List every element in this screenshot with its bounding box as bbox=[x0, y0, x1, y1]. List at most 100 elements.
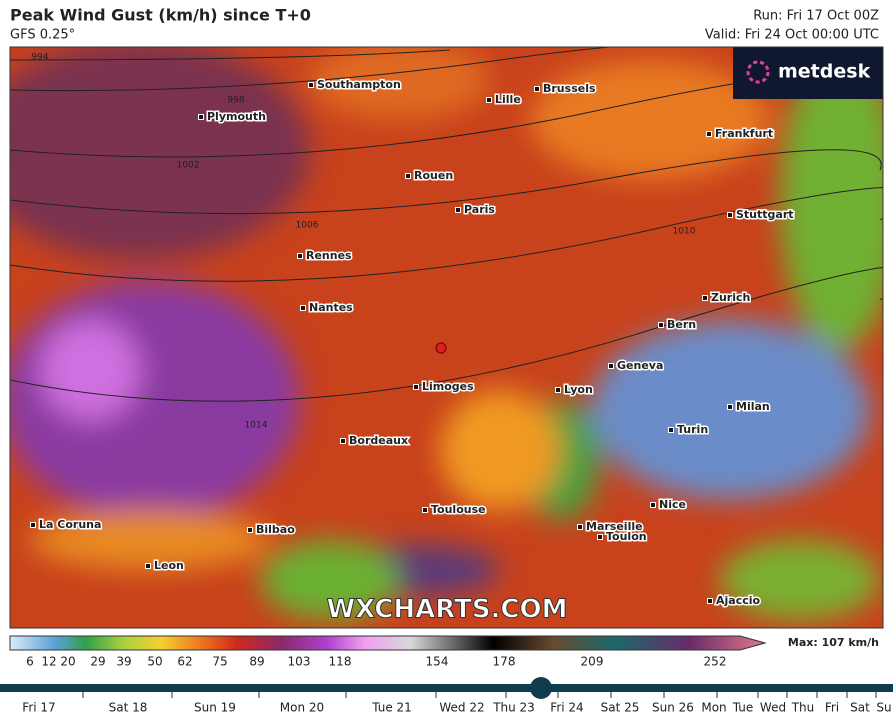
isobar-label: 1002 bbox=[177, 161, 200, 171]
colorbar-tick-label: 103 bbox=[288, 655, 311, 669]
colorbar-tick-label: 39 bbox=[116, 655, 131, 669]
colorbar bbox=[9, 635, 767, 651]
city-label: Bilbao bbox=[256, 523, 295, 536]
isobar-label: 1010 bbox=[673, 227, 696, 237]
city-label: Leon bbox=[154, 559, 184, 572]
city-dot bbox=[650, 502, 656, 508]
colorbar-tick-label: 252 bbox=[704, 655, 727, 669]
timeline-label[interactable]: Sat 25 bbox=[601, 701, 640, 715]
city-label: Frankfurt bbox=[715, 127, 773, 140]
colorbar-tick-label: 6 bbox=[26, 655, 34, 669]
logo-icon bbox=[746, 60, 770, 84]
city-dot bbox=[145, 563, 151, 569]
timeline-label[interactable]: Mon 20 bbox=[280, 701, 324, 715]
city-dot bbox=[706, 131, 712, 137]
map-frame bbox=[9, 46, 884, 629]
isobar-labels: 994 998 1002 1006 1010 1014 bbox=[31, 53, 695, 431]
city-label: Stuttgart bbox=[736, 208, 794, 221]
city-label: Milan bbox=[736, 400, 770, 413]
city-label: Nice bbox=[659, 498, 686, 511]
colorbar-tick-label: 20 bbox=[60, 655, 75, 669]
city-dot bbox=[668, 427, 674, 433]
city-dot bbox=[413, 384, 419, 390]
city-label: Paris bbox=[464, 203, 495, 216]
city-dot bbox=[405, 173, 411, 179]
timeline-label[interactable]: Wed 22 bbox=[439, 701, 484, 715]
timeline-label[interactable]: Su bbox=[876, 701, 891, 715]
city-dot bbox=[555, 387, 561, 393]
city-dot bbox=[534, 86, 540, 92]
timeline-label[interactable]: Thu 23 bbox=[492, 701, 535, 715]
city-dot bbox=[608, 363, 614, 369]
city-label: Plymouth bbox=[207, 110, 266, 123]
city-dot bbox=[422, 507, 428, 513]
city-label: Marseille bbox=[586, 520, 643, 533]
colorbar-tick-label: 89 bbox=[249, 655, 264, 669]
logo-box bbox=[733, 47, 883, 99]
isobar-label: 994 bbox=[31, 53, 48, 63]
city-label: Lyon bbox=[564, 383, 593, 396]
city-label: Southampton bbox=[317, 78, 401, 91]
timeline-label[interactable]: Mon bbox=[701, 701, 726, 715]
cities: Southampton Plymouth Lille Brussels Frankfur… bbox=[30, 77, 795, 609]
colorbar-tick-label: 178 bbox=[493, 655, 516, 669]
city-label: Toulon bbox=[606, 530, 647, 543]
colorbar-max: Max: 107 km/h bbox=[788, 636, 879, 649]
city-label: La Coruna bbox=[39, 518, 101, 531]
city-label: Nantes bbox=[309, 301, 353, 314]
logo: metdesk bbox=[778, 61, 871, 83]
timeline-label[interactable]: Fri bbox=[825, 701, 839, 715]
colorbar-tick-label: 62 bbox=[177, 655, 192, 669]
timeline-label[interactable]: Fri 24 bbox=[550, 701, 583, 715]
run: Run: Fri 17 Oct 00Z bbox=[753, 9, 879, 24]
city-label: Turin bbox=[677, 423, 708, 436]
timeline-handle[interactable] bbox=[530, 677, 552, 699]
timeline-label[interactable]: Tue 21 bbox=[371, 701, 412, 715]
timeline-bar[interactable] bbox=[0, 684, 893, 692]
city-dot bbox=[597, 534, 603, 540]
colorbar-tick-label: 75 bbox=[212, 655, 227, 669]
city-label: Geneva bbox=[617, 359, 663, 372]
city-label: Lille bbox=[495, 93, 521, 106]
city-label: Bern bbox=[667, 318, 696, 331]
city-dot bbox=[30, 522, 36, 528]
timeline-label[interactable]: Thu bbox=[791, 701, 815, 715]
colorbar-tick-label: 50 bbox=[147, 655, 162, 669]
timeline-label[interactable]: Tue bbox=[732, 701, 754, 715]
city-label: Toulouse bbox=[431, 503, 486, 516]
timeline-label[interactable]: Sun 26 bbox=[652, 701, 694, 715]
city-dot bbox=[707, 598, 713, 604]
city-dot bbox=[300, 305, 306, 311]
city-dot bbox=[247, 527, 253, 533]
wind-fields bbox=[10, 47, 883, 620]
city-dot bbox=[727, 404, 733, 410]
city-label: Bordeaux bbox=[349, 434, 408, 447]
city-dot bbox=[455, 207, 461, 213]
city-dot bbox=[198, 114, 204, 120]
isobar-label: 1014 bbox=[245, 421, 268, 431]
city-dot bbox=[486, 97, 492, 103]
city-label: Rouen bbox=[414, 169, 453, 182]
title: Peak Wind Gust (km/h) since T+0 bbox=[10, 6, 311, 25]
isobar-label: 998 bbox=[227, 96, 244, 106]
city-label: Zurich bbox=[711, 291, 750, 304]
colorbar-tick-label: 154 bbox=[426, 655, 449, 669]
city-dot bbox=[658, 322, 664, 328]
city-label: Limoges bbox=[422, 380, 474, 393]
timeline-label[interactable]: Sat bbox=[850, 701, 870, 715]
timeline-label[interactable]: Sat 18 bbox=[109, 701, 148, 715]
watermark: WXCHARTS.COM bbox=[326, 595, 567, 625]
city-dot bbox=[340, 438, 346, 444]
model: GFS 0.25° bbox=[10, 28, 75, 43]
timeline-label[interactable]: Sun 19 bbox=[194, 701, 236, 715]
valid: Valid: Fri 24 Oct 00:00 UTC bbox=[705, 28, 879, 43]
city-label: Rennes bbox=[306, 249, 352, 262]
city-dot bbox=[308, 82, 314, 88]
timeline: Fri 17 Sat 18 Sun 19 Mon 20 Tue 21 Wed 22 Thu … bbox=[22, 692, 892, 715]
timeline-label[interactable]: Fri 17 bbox=[22, 701, 55, 715]
map: metdesk WXCHARTS.COM Southampton Plymouth… bbox=[10, 47, 883, 628]
timeline-label[interactable]: Wed bbox=[760, 701, 786, 715]
city-dot bbox=[297, 253, 303, 259]
city-label: Brussels bbox=[543, 82, 596, 95]
colorbar-ticks: 6 12 20 29 39 50 62 75 89 103 118 154 178 209 252 bbox=[26, 655, 726, 669]
